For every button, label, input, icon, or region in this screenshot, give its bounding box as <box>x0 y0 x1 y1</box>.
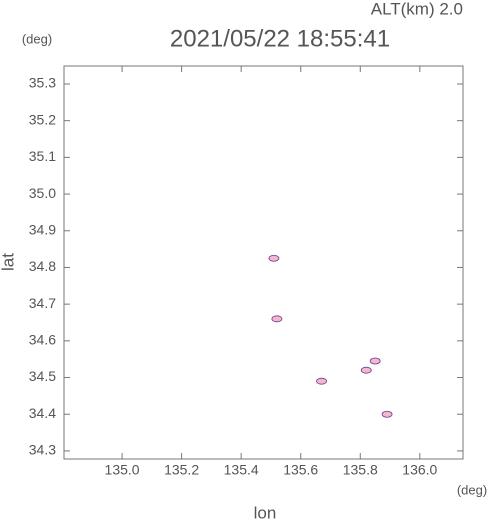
y-tick-label: 35.3 <box>29 75 56 91</box>
y-tick-label: 34.3 <box>29 442 56 458</box>
echo-point <box>268 254 280 262</box>
y-axis-label: lat <box>0 253 17 271</box>
echo-point <box>360 366 372 374</box>
x-tick-label: 135.2 <box>164 462 199 478</box>
altitude-label: ALT(km) 2.0 <box>371 0 463 18</box>
chart-title: 2021/05/22 18:55:41 <box>170 25 390 52</box>
x-tick-label: 135.8 <box>343 462 378 478</box>
y-tick-label: 34.5 <box>29 368 56 384</box>
echo-point <box>381 410 393 418</box>
y-tick-label: 34.7 <box>29 295 56 311</box>
x-unit: (deg) <box>457 482 487 497</box>
x-axis-label: lon <box>254 503 277 521</box>
y-tick-label: 34.6 <box>29 332 56 348</box>
x-tick-label: 135.0 <box>105 462 140 478</box>
x-tick-label: 136.0 <box>402 462 437 478</box>
y-tick-label: 34.4 <box>29 405 56 421</box>
echo-point <box>271 315 283 323</box>
x-tick-label: 135.4 <box>224 462 259 478</box>
echo-point <box>316 377 327 385</box>
y-tick-label: 35.2 <box>29 111 56 127</box>
plot-frame <box>63 65 464 460</box>
y-tick-label: 35.1 <box>29 148 56 164</box>
y-unit: (deg) <box>22 31 52 46</box>
y-tick-label: 34.8 <box>29 258 56 274</box>
y-tick-label: 35.0 <box>29 185 56 201</box>
echo-point <box>369 357 381 365</box>
y-tick-label: 34.9 <box>29 221 56 237</box>
x-tick-label: 135.6 <box>283 462 318 478</box>
